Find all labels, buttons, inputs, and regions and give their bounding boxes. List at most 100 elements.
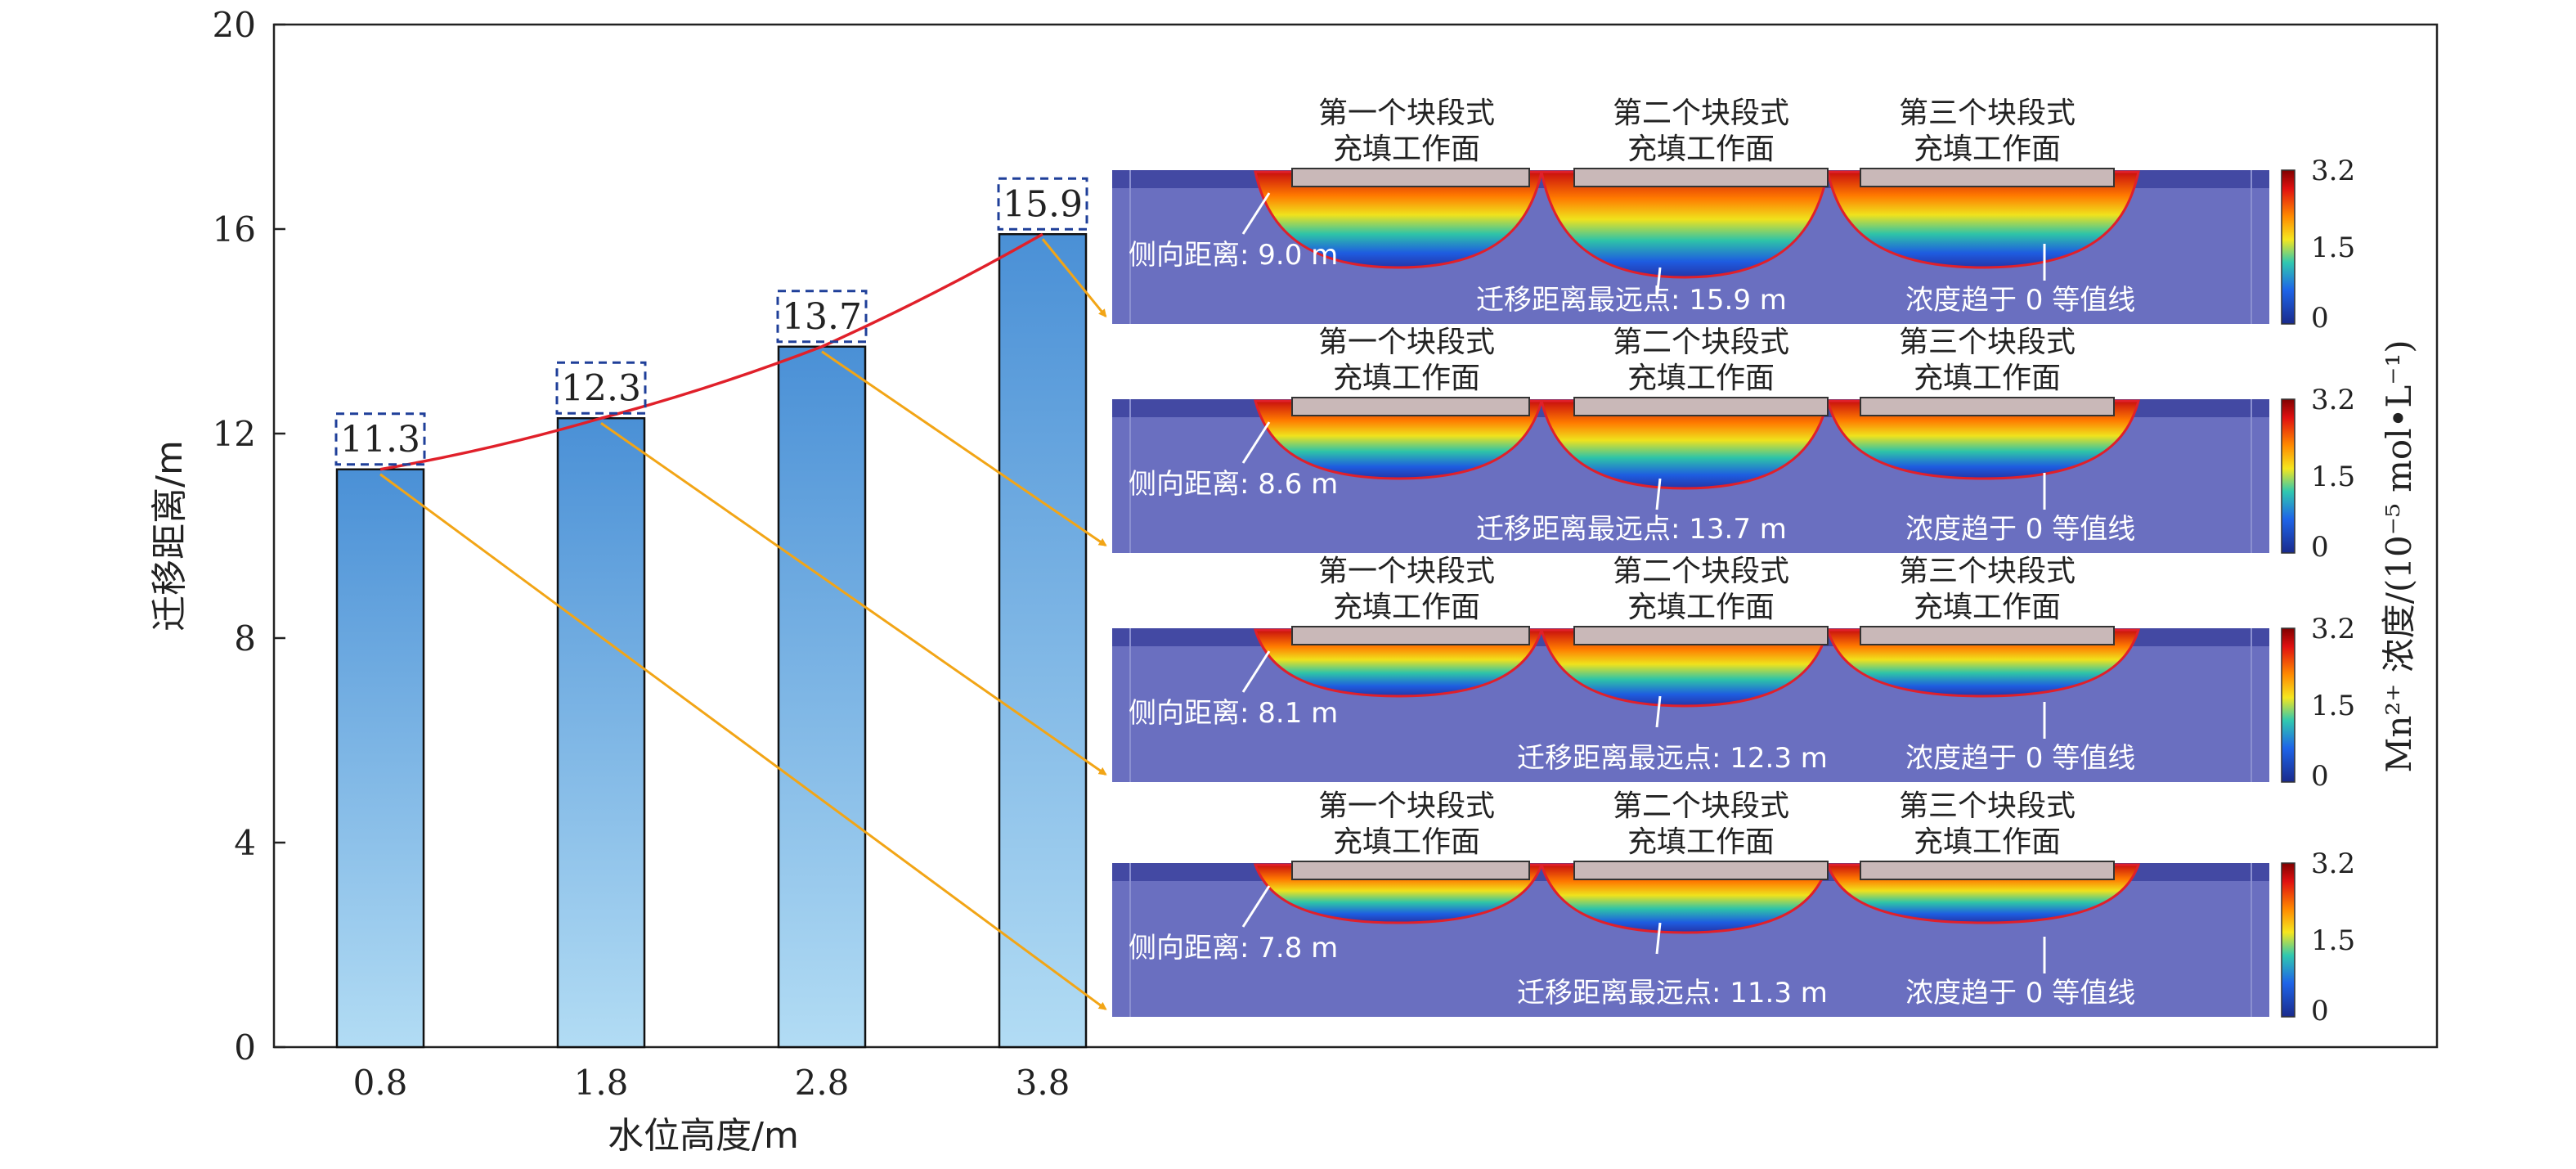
concentration-plume: [1253, 628, 1544, 698]
x-axis-label: 水位高度/m: [608, 1115, 799, 1157]
y-axis: 0 4 8 12 16 20: [213, 5, 285, 1068]
leader-line: [1241, 192, 1271, 235]
face-label-line1: 第一个块段式: [1318, 326, 1495, 359]
bar-series: [335, 233, 1088, 1049]
x-tick-label: 3.8: [1016, 1063, 1070, 1103]
farthest-point-label: 迁移距离最远点: 15.9 m: [1476, 284, 1787, 317]
bar: [335, 468, 425, 1049]
colorbar-tick-label: 1.5: [2311, 461, 2355, 493]
colorbar-tick-label: 0: [2311, 302, 2329, 335]
filling-face: [1291, 626, 1530, 645]
x-tick-label: 1.8: [574, 1063, 629, 1103]
lateral-distance-label: 侧向距离: 7.8 m: [1129, 932, 1338, 964]
data-label: 13.7: [782, 296, 862, 338]
isoline-label: 浓度趋于 0 等值线: [1905, 742, 2135, 775]
face-label-line2: 充填工作面: [1914, 825, 2061, 859]
face-label-line1: 第三个块段式: [1899, 555, 2076, 588]
face-label-line2: 充填工作面: [1914, 362, 2061, 395]
colorbar: [2281, 398, 2296, 554]
farthest-point-label: 迁移距离最远点: 11.3 m: [1517, 977, 1828, 1009]
concentration-plume: [1540, 628, 1829, 708]
colorbar-tick-label: 3.2: [2311, 384, 2355, 416]
data-label-box: [555, 361, 647, 415]
connector-arrow: [821, 350, 1107, 546]
bar: [998, 233, 1088, 1049]
filling-face: [1291, 397, 1530, 416]
colorbar-tick-label: 1.5: [2311, 690, 2355, 722]
y-axis-label: 迁移距离/m: [149, 440, 191, 632]
filling-face: [1291, 168, 1530, 187]
isoline-label: 浓度趋于 0 等值线: [1905, 977, 2135, 1009]
connector-arrows: [379, 232, 1107, 1010]
filling-face: [1860, 626, 2115, 645]
face-label-line1: 第一个块段式: [1318, 555, 1495, 588]
farthest-point-label: 迁移距离最远点: 13.7 m: [1476, 513, 1787, 546]
x-tick-label: 0.8: [353, 1063, 408, 1103]
connector-arrow: [600, 422, 1107, 776]
face-label-line1: 第一个块段式: [1318, 789, 1495, 823]
concentration-plume: [1826, 399, 2140, 480]
y-tick-label: 20: [213, 5, 256, 45]
colorbar-tick-label: 1.5: [2311, 232, 2355, 264]
colorbar-tick-label: 0: [2311, 995, 2329, 1027]
face-label-line1: 第二个块段式: [1613, 326, 1789, 359]
lateral-distance-label: 侧向距离: 9.0 m: [1129, 239, 1338, 272]
y-tick-label: 8: [234, 618, 256, 659]
face-label-line2: 充填工作面: [1627, 362, 1775, 395]
face-label-line2: 充填工作面: [1627, 825, 1775, 859]
colorbar-tick-label: 0: [2311, 760, 2329, 793]
colorbar-tick-label: 3.2: [2311, 848, 2355, 880]
leader-line: [1241, 650, 1271, 693]
bar: [777, 345, 867, 1049]
face-label-line2: 充填工作面: [1627, 591, 1775, 624]
leader-line: [1241, 885, 1271, 928]
filling-face: [1573, 861, 1829, 880]
concentration-plume: [1540, 170, 1829, 279]
filling-face: [1291, 861, 1530, 880]
filling-face: [1573, 397, 1829, 416]
data-label-box: [997, 177, 1088, 231]
face-label-line1: 第二个块段式: [1613, 97, 1789, 130]
colorbar-tick-label: 1.5: [2311, 924, 2355, 957]
data-label-box: [776, 290, 868, 344]
face-label-line1: 第二个块段式: [1613, 789, 1789, 823]
data-label: 11.3: [340, 419, 420, 461]
face-label-line2: 充填工作面: [1333, 591, 1480, 624]
colorbar-tick-label: 3.2: [2311, 613, 2355, 645]
concentration-plume: [1826, 170, 2140, 269]
colorbar: [2281, 862, 2296, 1018]
y-tick-label: 16: [213, 209, 256, 250]
data-label: 12.3: [561, 367, 641, 409]
x-axis: 0.8 1.8 2.8 3.8: [353, 1036, 1070, 1103]
face-label-line2: 充填工作面: [1333, 825, 1480, 859]
lateral-distance-label: 侧向距离: 8.1 m: [1129, 697, 1338, 730]
leader-line: [1655, 478, 1662, 510]
data-labels: 11.3 12.3 13.7 15.9: [334, 177, 1088, 466]
filling-face: [1860, 397, 2115, 416]
colorbar-title: Mn²⁺ 浓度/(10⁻⁵ mol•L⁻¹): [2379, 339, 2419, 772]
connector-arrow: [379, 473, 1107, 1010]
data-label: 15.9: [1003, 183, 1083, 225]
lateral-distance-label: 侧向距离: 8.6 m: [1129, 468, 1338, 501]
farthest-point-label: 迁移距离最远点: 12.3 m: [1517, 742, 1828, 775]
face-label-line2: 充填工作面: [1914, 133, 2061, 166]
face-label-line1: 第三个块段式: [1899, 789, 2076, 823]
face-label-line1: 第三个块段式: [1899, 97, 2076, 130]
face-label-line2: 充填工作面: [1627, 133, 1775, 166]
concentration-plume: [1540, 399, 1829, 490]
leader-line: [1655, 695, 1662, 728]
isoline-label: 浓度趋于 0 等值线: [1905, 284, 2135, 317]
data-label-box: [334, 412, 426, 466]
concentration-plume: [1825, 628, 2141, 698]
colorbar-tick-label: 0: [2311, 531, 2329, 564]
concentration-plume: [1254, 399, 1543, 480]
concentration-plume: [1539, 863, 1830, 934]
face-label-line2: 充填工作面: [1333, 362, 1480, 395]
bar: [556, 417, 646, 1049]
concentration-plume: [1254, 170, 1543, 269]
